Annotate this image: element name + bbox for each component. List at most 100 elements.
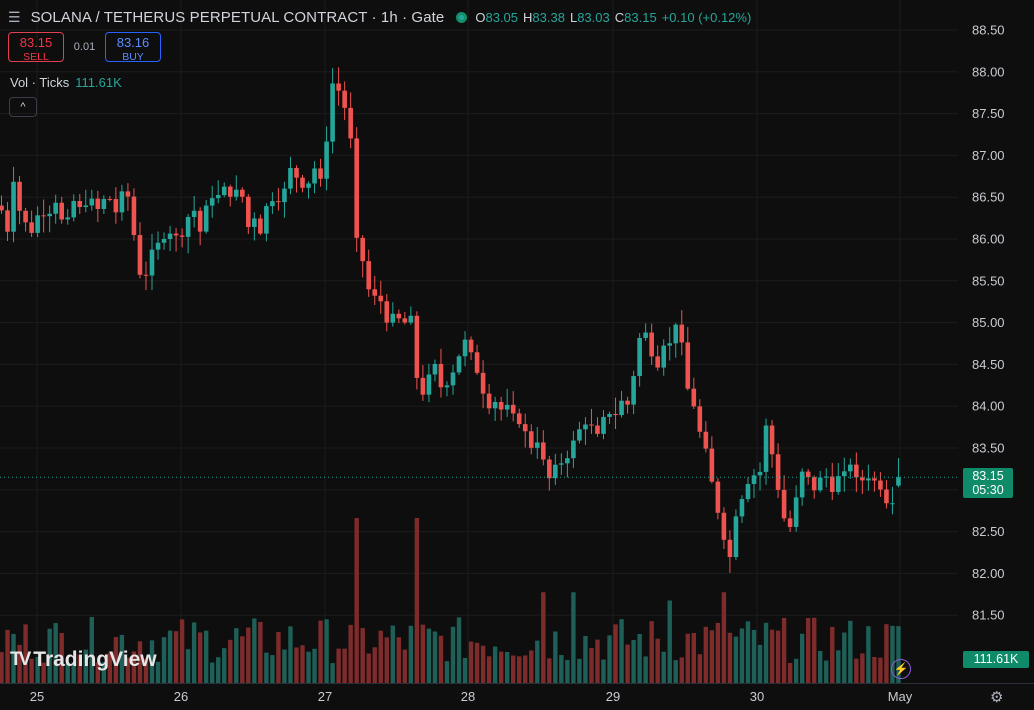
volume-bar <box>607 635 612 683</box>
chart-header: ☰ SOLANA / TETHERUS PERPETUAL CONTRACT ·… <box>8 7 751 27</box>
candle-body <box>607 413 612 417</box>
candle-body <box>510 404 516 414</box>
volume-bar <box>535 640 540 683</box>
candle-body <box>161 238 167 243</box>
y-tick-label: 83.50 <box>972 441 1005 456</box>
volume-bar <box>258 621 263 683</box>
candle-body <box>426 374 432 395</box>
volume-bar <box>89 617 94 683</box>
current-price-label: 83.15 05:30 <box>963 468 1013 498</box>
bar-countdown: 05:30 <box>972 483 1004 497</box>
volume-bar <box>824 660 829 683</box>
volume-bar <box>342 648 347 683</box>
collapse-legend-button[interactable]: ^ <box>9 97 37 117</box>
candle-body <box>318 168 323 179</box>
volume-legend[interactable]: Vol · Ticks 111.61K <box>10 75 122 90</box>
volume-bar <box>836 650 841 683</box>
volume-bar <box>426 628 432 683</box>
candle-body <box>565 458 570 464</box>
volume-bar <box>0 652 4 683</box>
volume-bar <box>504 651 510 683</box>
candle-body <box>829 476 835 493</box>
candle-body <box>179 235 185 237</box>
volume-bar <box>583 635 588 683</box>
volume-bar <box>444 661 450 683</box>
volume-bar <box>318 620 323 683</box>
candle-body <box>83 205 89 208</box>
menu-icon[interactable]: ☰ <box>8 8 21 25</box>
volume-bar <box>468 641 474 683</box>
ohlc-key: C <box>614 9 625 25</box>
buy-button[interactable]: 83.16 BUY <box>105 32 161 63</box>
volume-bar <box>35 657 40 683</box>
volume-bar <box>571 592 576 683</box>
volume-bar <box>11 633 16 683</box>
y-tick-label: 82.50 <box>972 524 1005 539</box>
candle-body <box>553 464 558 479</box>
candle-body <box>745 483 751 500</box>
volume-bar <box>529 650 534 683</box>
volume-bar <box>414 518 420 683</box>
volume-bar <box>667 600 672 683</box>
candle-body <box>547 459 552 479</box>
volume-bar <box>71 662 76 683</box>
candle-body <box>246 196 251 227</box>
candle-body <box>667 343 673 346</box>
volume-bar <box>541 592 546 683</box>
volume-bar <box>137 641 143 683</box>
volume-bar <box>119 634 125 683</box>
volume-bar <box>173 631 179 683</box>
volume-bar <box>143 658 149 683</box>
ohlc-key: H <box>523 9 533 25</box>
volume-bar <box>228 639 233 683</box>
candle-body <box>101 198 107 209</box>
sell-button[interactable]: 83.15 SELL <box>8 32 64 63</box>
volume-bar <box>77 654 82 683</box>
ohlc-value: 83.15 <box>624 9 657 25</box>
volume-bar <box>360 628 365 683</box>
volume-bar <box>408 625 414 683</box>
candle-body <box>354 138 359 238</box>
volume-bar <box>685 633 690 683</box>
volume-bar <box>330 663 335 683</box>
candle-body <box>0 205 4 211</box>
candle-body <box>589 424 594 426</box>
symbol-title[interactable]: SOLANA / TETHERUS PERPETUAL CONTRACT · 1… <box>30 8 445 26</box>
volume-bar <box>757 644 763 683</box>
candle-body <box>390 313 396 323</box>
volume-bar <box>197 632 203 683</box>
lightning-icon[interactable]: ⚡ <box>891 659 911 679</box>
volume-bar <box>47 628 52 683</box>
x-tick-label: 25 <box>30 689 44 704</box>
volume-bar <box>23 624 28 683</box>
candle-body <box>480 372 486 394</box>
candle-body <box>191 210 197 217</box>
candle-body <box>282 188 287 203</box>
x-tick-label: 30 <box>750 689 764 704</box>
candle-body <box>817 477 823 491</box>
candle-body <box>330 83 335 142</box>
volume-bar <box>679 657 684 683</box>
candle-body <box>372 289 378 296</box>
volume-bar <box>830 626 835 683</box>
candle-body <box>360 237 365 262</box>
tradingview-logo[interactable]: TV TradingView <box>10 648 157 672</box>
volume-bar <box>805 618 811 683</box>
volume-bar <box>781 617 787 683</box>
candle-body <box>288 168 293 189</box>
volume-bar <box>252 618 257 683</box>
candle-body <box>492 401 498 409</box>
gear-icon[interactable]: ⚙ <box>990 689 1004 706</box>
volume-bar <box>697 654 703 683</box>
candle-body <box>408 315 414 323</box>
volume-bar <box>860 653 865 683</box>
current-volume-label: 111.61K <box>963 651 1029 668</box>
volume-bar <box>703 626 709 683</box>
candle-body <box>203 205 209 232</box>
volume-bar <box>384 637 389 683</box>
candle-body <box>71 200 77 218</box>
candle-body <box>125 191 131 197</box>
candle-body <box>649 332 654 357</box>
candle-body <box>149 249 155 276</box>
